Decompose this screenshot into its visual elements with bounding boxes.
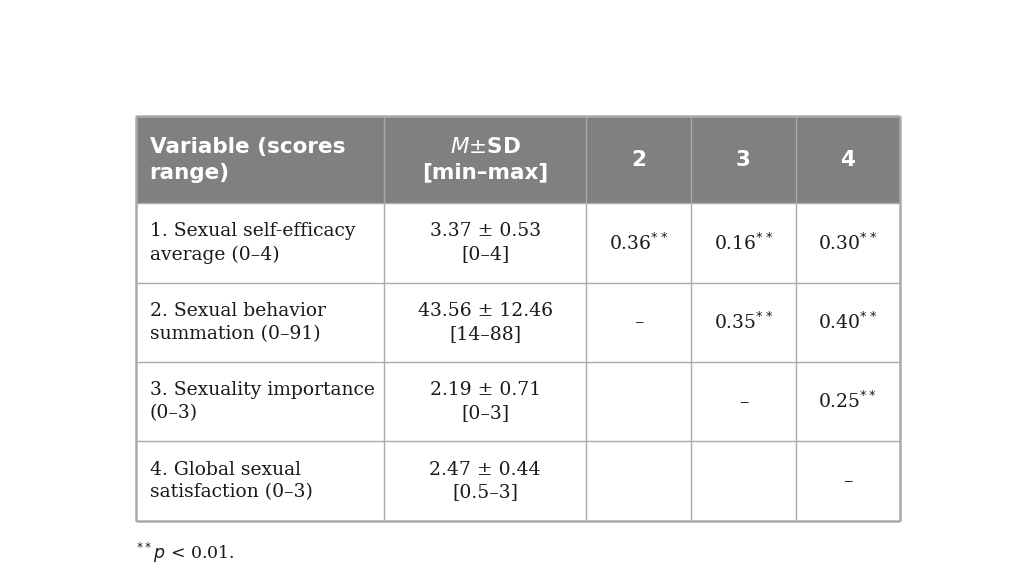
- Text: 0.16$^{**}$: 0.16$^{**}$: [714, 232, 773, 254]
- Text: 0.36$^{**}$: 0.36$^{**}$: [609, 232, 669, 254]
- Text: 0.40$^{**}$: 0.40$^{**}$: [818, 312, 878, 333]
- Text: 3: 3: [736, 150, 750, 170]
- Text: $^{**}$$\mathit{p}$ < 0.01.: $^{**}$$\mathit{p}$ < 0.01.: [135, 541, 234, 565]
- Text: 3.37 ± 0.53
[0–4]: 3.37 ± 0.53 [0–4]: [429, 222, 540, 263]
- Text: Variable (scores
range): Variable (scores range): [149, 137, 345, 182]
- Text: 0.30$^{**}$: 0.30$^{**}$: [818, 232, 878, 254]
- Text: 0.25$^{**}$: 0.25$^{**}$: [818, 391, 877, 412]
- Text: 4: 4: [840, 150, 855, 170]
- Text: –: –: [738, 393, 748, 411]
- Text: 2.47 ± 0.44
[0.5–3]: 2.47 ± 0.44 [0.5–3]: [429, 460, 541, 501]
- Text: 2: 2: [631, 150, 646, 170]
- Text: 43.56 ± 12.46
[14–88]: 43.56 ± 12.46 [14–88]: [418, 302, 552, 343]
- Text: 2. Sexual behavior
summation (0–91): 2. Sexual behavior summation (0–91): [149, 302, 326, 343]
- Text: –: –: [634, 313, 643, 331]
- Text: 3. Sexuality importance
(0–3): 3. Sexuality importance (0–3): [149, 381, 375, 422]
- Text: 0.35$^{**}$: 0.35$^{**}$: [714, 312, 773, 333]
- Text: –: –: [843, 472, 852, 490]
- Text: 2.19 ± 0.71
[0–3]: 2.19 ± 0.71 [0–3]: [429, 381, 540, 422]
- Text: 1. Sexual self-efficacy
average (0–4): 1. Sexual self-efficacy average (0–4): [149, 222, 356, 263]
- Text: 4. Global sexual
satisfaction (0–3): 4. Global sexual satisfaction (0–3): [149, 460, 313, 501]
- Text: $\mathit{M}$$ \pm $SD
[min–max]: $\mathit{M}$$ \pm $SD [min–max]: [422, 137, 548, 182]
